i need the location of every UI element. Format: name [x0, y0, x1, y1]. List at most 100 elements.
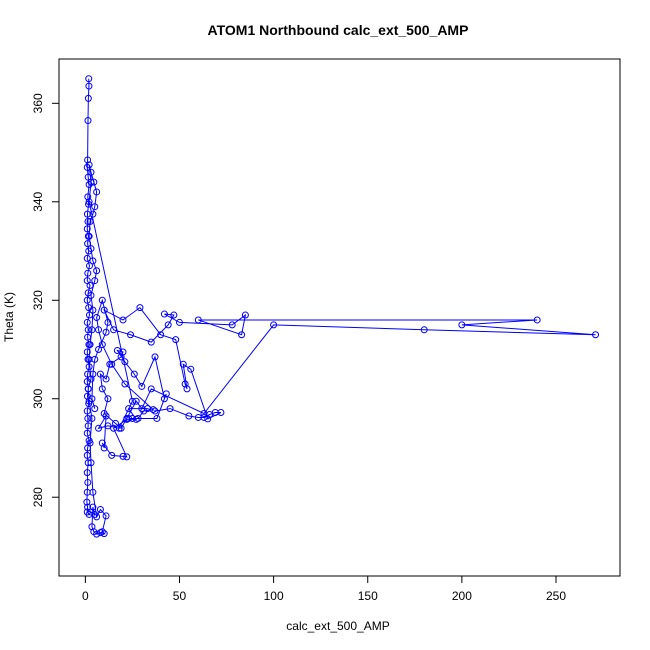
- data-point: [217, 409, 225, 417]
- data-point: [89, 257, 97, 265]
- data-point: [175, 318, 183, 326]
- data-point: [102, 375, 110, 383]
- data-point: [84, 326, 92, 334]
- data-point: [84, 370, 92, 378]
- data-point: [84, 333, 92, 341]
- data-point: [89, 488, 97, 496]
- series-line: [86, 78, 596, 535]
- data-point: [84, 385, 92, 393]
- data-point: [153, 414, 161, 422]
- data-point: [95, 326, 103, 334]
- y-tick-label: 360: [31, 93, 45, 113]
- data-point: [85, 75, 93, 83]
- data-point: [136, 304, 144, 312]
- data-point: [84, 269, 92, 277]
- data-point: [89, 503, 97, 511]
- data-point: [85, 363, 93, 371]
- data-point: [166, 405, 174, 413]
- series-lines: [86, 78, 596, 535]
- data-point: [98, 296, 106, 304]
- data-point: [130, 370, 138, 378]
- data-point: [533, 316, 541, 324]
- data-point: [84, 193, 92, 201]
- data-point: [181, 380, 189, 388]
- series-points: [83, 75, 600, 538]
- data-point: [89, 306, 97, 314]
- data-point: [84, 422, 92, 430]
- data-point: [98, 439, 106, 447]
- data-point: [100, 530, 108, 538]
- data-point: [134, 414, 142, 422]
- data-point: [98, 528, 106, 536]
- data-point: [187, 365, 195, 373]
- data-point: [84, 478, 92, 486]
- data-point: [132, 397, 140, 405]
- data-point: [86, 311, 93, 319]
- data-point: [194, 316, 202, 324]
- data-point: [84, 503, 92, 511]
- data-point: [119, 452, 127, 460]
- data-point: [83, 451, 91, 459]
- data-point: [87, 245, 95, 253]
- data-point: [85, 82, 93, 90]
- data-point: [172, 336, 180, 344]
- data-point: [104, 422, 112, 430]
- data-point: [83, 254, 91, 262]
- data-point: [125, 405, 133, 413]
- data-point: [160, 310, 168, 318]
- data-point: [86, 217, 94, 225]
- data-point: [117, 424, 125, 432]
- data-point: [119, 316, 127, 324]
- data-point: [98, 385, 106, 393]
- y-tick-label: 280: [31, 487, 45, 507]
- data-point: [113, 346, 121, 354]
- data-point: [121, 380, 129, 388]
- data-point: [458, 321, 466, 329]
- data-point: [84, 94, 92, 102]
- data-point: [84, 240, 92, 248]
- data-point: [138, 382, 146, 390]
- x-axis: 0 50 100 150 200 250: [82, 575, 566, 603]
- data-point: [151, 353, 159, 361]
- data-point: [238, 331, 246, 339]
- data-point: [93, 530, 101, 538]
- data-point: [96, 506, 104, 514]
- data-point: [185, 412, 193, 420]
- data-point: [108, 360, 116, 368]
- data-point: [147, 338, 155, 346]
- data-point: [121, 358, 129, 366]
- data-point: [91, 203, 99, 211]
- data-point: [85, 198, 93, 206]
- data-point: [85, 232, 93, 240]
- y-axis: 280 300 320 340 360: [31, 93, 60, 507]
- data-point: [104, 318, 112, 326]
- data-point: [91, 277, 99, 285]
- data-point: [87, 291, 95, 299]
- data-point: [86, 282, 94, 289]
- x-tick-label: 0: [82, 589, 89, 603]
- data-point: [162, 390, 170, 398]
- data-point: [111, 419, 119, 427]
- data-point: [90, 178, 98, 186]
- data-point: [83, 429, 91, 437]
- data-point: [93, 267, 101, 275]
- data-point: [127, 331, 135, 339]
- y-tick-label: 340: [31, 191, 45, 211]
- data-point: [104, 395, 112, 403]
- data-point: [87, 459, 95, 467]
- data-point: [102, 512, 110, 520]
- data-point: [110, 326, 118, 334]
- data-point: [84, 459, 92, 467]
- y-tick-label: 320: [31, 290, 45, 310]
- data-point: [125, 414, 133, 422]
- data-point: [88, 395, 96, 403]
- data-point: [592, 331, 600, 339]
- data-point: [86, 439, 94, 447]
- x-tick-label: 250: [546, 589, 566, 603]
- y-tick-label: 300: [31, 388, 45, 408]
- data-point: [128, 397, 136, 405]
- data-point: [83, 296, 91, 304]
- data-point: [86, 341, 94, 349]
- data-point: [241, 311, 249, 319]
